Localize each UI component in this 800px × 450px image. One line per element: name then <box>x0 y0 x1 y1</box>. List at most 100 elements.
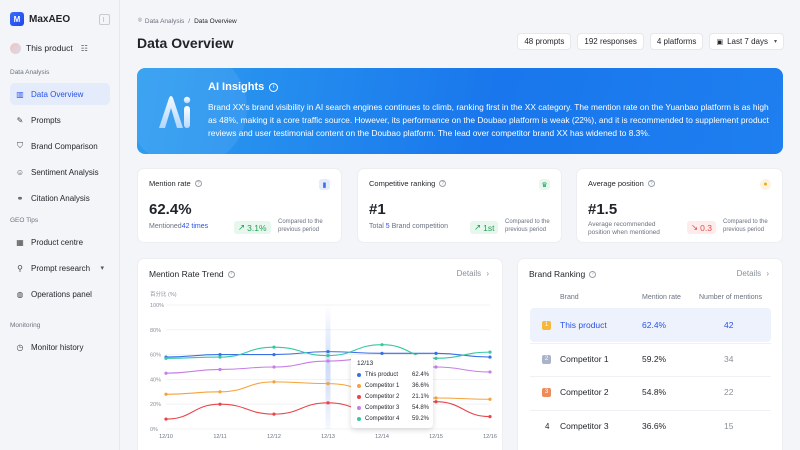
table-row[interactable]: 3 Competitor 2 54.8% 22 <box>530 375 771 409</box>
table-row[interactable]: 2 Competitor 1 59.2% 34 <box>530 342 771 376</box>
bronze-medal-icon: 3 <box>542 387 551 397</box>
sidebar-item-prompts[interactable]: ✎ Prompts <box>10 109 110 131</box>
table-row[interactable]: 1 This product 62.4% 42 <box>530 308 771 342</box>
mention-count-text: Mentioned42 times <box>149 223 208 230</box>
trophy-icon: ♛ <box>539 179 550 190</box>
data-point <box>434 351 438 355</box>
date-range-select[interactable]: ▣ Last 7 days ▾ <box>709 33 784 50</box>
y-tick-label: 60% <box>150 353 161 359</box>
ai-insights-banner: AI Insights i Brand XX's brand visibilit… <box>137 68 783 154</box>
data-point <box>218 402 222 406</box>
brand-mention-rate: 54.8% <box>642 387 667 397</box>
metric-label-text: Mention rate <box>149 179 191 188</box>
sidebar-item-operations-panel[interactable]: ◍ Operations panel <box>10 283 110 305</box>
sidebar-item-product-centre[interactable]: ▦ Product centre <box>10 231 110 253</box>
help-icon[interactable]: ? <box>589 270 597 278</box>
sidebar-item-prompt-research[interactable]: ⚲ Prompt research ▾ <box>10 257 110 279</box>
header-stats: 48 prompts 192 responses 4 platforms ▣ L… <box>517 33 784 50</box>
prompt-icon: ✎ <box>16 115 24 125</box>
data-point <box>164 417 168 421</box>
data-point <box>380 351 384 355</box>
ranking-delta: ↗ 1st <box>470 221 499 234</box>
tooltip-series-name: This product <box>365 372 399 378</box>
tooltip-series-value: 62.4% <box>411 372 429 378</box>
tooltip-series-value: 21.1% <box>411 394 429 400</box>
help-icon[interactable]: ? <box>194 180 202 187</box>
sub-line: Average recommended <box>588 221 656 228</box>
sidebar-item-label: Data Overview <box>31 89 84 99</box>
brand-name: Competitor 3 <box>560 421 609 431</box>
tooltip-series-name: Competitor 1 <box>365 383 400 389</box>
breadcrumb-parent[interactable]: Data Analysis <box>144 17 185 25</box>
brand-mention-count: 34 <box>724 354 734 364</box>
sidebar-item-data-overview[interactable]: ▥ Data Overview <box>10 83 110 105</box>
trend-chart[interactable]: 百分比 (%) 0% 20% 40% 60% 80% 100% 12/10 12/11 12/… <box>138 259 504 450</box>
data-point <box>272 412 276 416</box>
brand-header: M MaxAEO <box>10 11 110 27</box>
sidebar-item-label: Product centre <box>31 237 84 247</box>
legend-dot <box>357 395 361 399</box>
tooltip-series-value: 54.8% <box>411 405 429 411</box>
main-content: ⌾ Data Analysis / Data Overview Data Ove… <box>121 0 800 450</box>
compare-line: Compared to the <box>505 219 550 225</box>
x-tick-label: 12/10 <box>159 434 173 440</box>
brand-mention-count: 22 <box>724 387 734 397</box>
row-divider <box>530 376 771 377</box>
details-label: Details <box>456 269 482 278</box>
mention-rate-card: Mention rate ? ▮ 62.4% Mentioned42 times… <box>137 168 342 243</box>
info-icon[interactable]: i <box>269 82 279 92</box>
data-point <box>218 367 222 372</box>
sidebar-item-monitor-history[interactable]: ◷ Monitor history <box>10 336 110 358</box>
breadcrumb-current: Data Overview <box>194 17 237 25</box>
data-point <box>488 415 492 419</box>
delta-value: 3.1% <box>247 222 267 233</box>
sidebar-item-label: Sentiment Analysis <box>31 167 99 177</box>
responses-count-badge: 192 responses <box>577 33 644 50</box>
tooltip-title: 12/13 <box>357 360 374 367</box>
switch-product-icon[interactable]: ☷ <box>80 43 88 53</box>
column-header-brand: Brand <box>560 294 579 301</box>
trend-details-link[interactable]: Details › <box>457 269 489 278</box>
bar-chart-icon: ▮ <box>319 179 330 190</box>
ranking-details-link[interactable]: Details › <box>737 269 769 278</box>
help-icon[interactable]: ? <box>439 180 447 187</box>
y-tick-label: 40% <box>150 377 161 383</box>
data-point <box>326 401 330 405</box>
x-tick-label: 12/16 <box>483 434 497 440</box>
calendar-icon: ▣ <box>716 38 724 46</box>
data-point <box>272 345 276 349</box>
delta-value: 0.3 <box>700 222 712 233</box>
sidebar-item-sentiment-analysis[interactable]: ☺ Sentiment Analysis <box>10 161 110 183</box>
data-point <box>272 353 276 357</box>
help-icon[interactable]: ? <box>227 270 235 278</box>
mention-rate-trend-card: Mention Rate Trend ? Details › 百分比 (%) 0… <box>137 258 503 450</box>
data-point <box>272 365 276 369</box>
sidebar-item-brand-comparison[interactable]: ⛉ Brand Comparison <box>10 135 110 157</box>
help-icon[interactable]: ? <box>647 180 655 187</box>
table-row[interactable]: 4 Competitor 3 36.6% 15 <box>530 409 771 443</box>
mention-count-value: 42 times <box>181 223 209 230</box>
mention-rate-delta: ↗ 3.1% <box>234 221 271 234</box>
sidebar-item-label: Operations panel <box>31 289 92 299</box>
legend-dot <box>357 373 361 377</box>
shield-icon: ⛉ <box>17 141 23 150</box>
collapse-sidebar-icon[interactable] <box>99 13 110 25</box>
sidebar-item-citation-analysis[interactable]: ⚭ Citation Analysis <box>10 187 110 209</box>
hover-highlight <box>325 305 331 429</box>
row-divider <box>530 410 771 411</box>
legend-dot <box>357 417 361 421</box>
sidebar-item-label: Prompt research <box>31 263 91 273</box>
ai-insights-title-text: AI Insights <box>208 81 265 93</box>
product-selector[interactable]: This product ☷ <box>10 40 110 56</box>
metric-label-text: Competitive ranking <box>369 179 436 188</box>
data-point <box>434 400 438 404</box>
legend-dot <box>357 384 361 388</box>
tooltip-row: Competitor 1 36.6% <box>357 383 429 389</box>
data-point <box>326 350 330 354</box>
compare-line: previous period <box>723 227 765 233</box>
sidebar-item-label: Monitor history <box>31 342 84 352</box>
brand-count-prefix: Total <box>369 223 386 230</box>
brand-count-value: 5 <box>385 223 390 230</box>
compare-line: previous period <box>505 227 547 233</box>
grid-icon: ▦ <box>16 237 24 247</box>
